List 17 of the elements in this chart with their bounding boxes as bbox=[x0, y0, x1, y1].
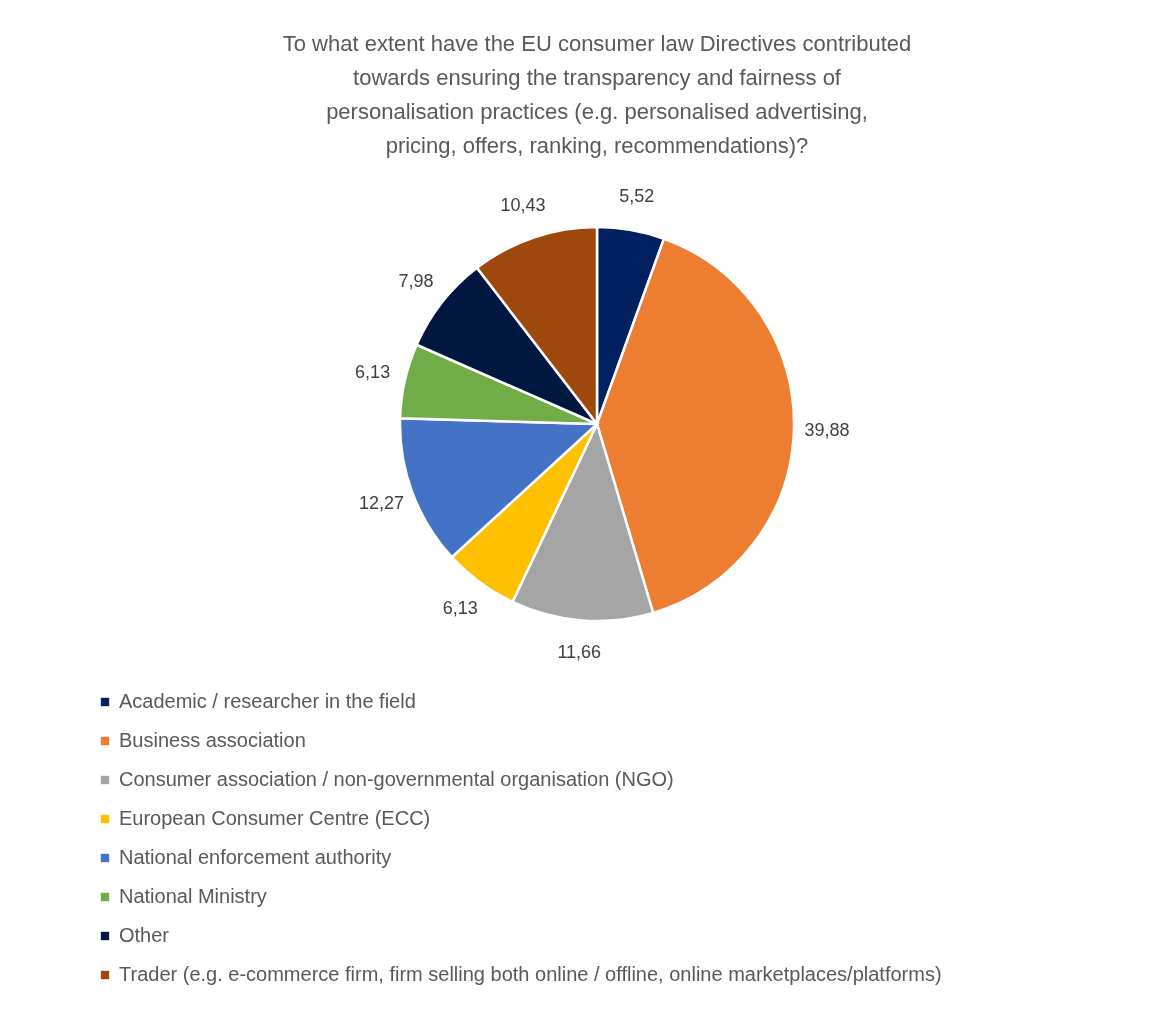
legend-label: National enforcement authority bbox=[119, 846, 392, 868]
legend-label: Other bbox=[119, 924, 170, 946]
legend-label: Consumer association / non-governmental organisation (NGO) bbox=[119, 768, 674, 790]
legend-label: National Ministry bbox=[119, 885, 267, 907]
data-label: 6,13 bbox=[442, 598, 478, 619]
chart-title: To what extent have the EU consumer law Directives contributed towards ensuring the transparency and fairness of personalisation practices (e.g. personalised advertising, pricing, offers, ranking, recommendations)? bbox=[282, 31, 912, 158]
legend-label: Business association bbox=[119, 729, 306, 751]
data-label: 6,13 bbox=[355, 362, 391, 383]
legend-label: European Consumer Centre (ECC) bbox=[119, 807, 431, 829]
data-label: 11,66 bbox=[557, 642, 602, 663]
data-label: 12,27 bbox=[358, 493, 404, 514]
legend-label: Academic / researcher in the field bbox=[119, 690, 416, 712]
data-label: 7,98 bbox=[398, 271, 434, 292]
data-label: 10,43 bbox=[500, 195, 546, 216]
legend-label: Trader (e.g. e-commerce firm, firm selling both online / offline, online marketplaces/platforms) bbox=[119, 963, 942, 985]
data-label: 39,88 bbox=[804, 419, 850, 440]
data-label: 5,52 bbox=[619, 186, 655, 207]
